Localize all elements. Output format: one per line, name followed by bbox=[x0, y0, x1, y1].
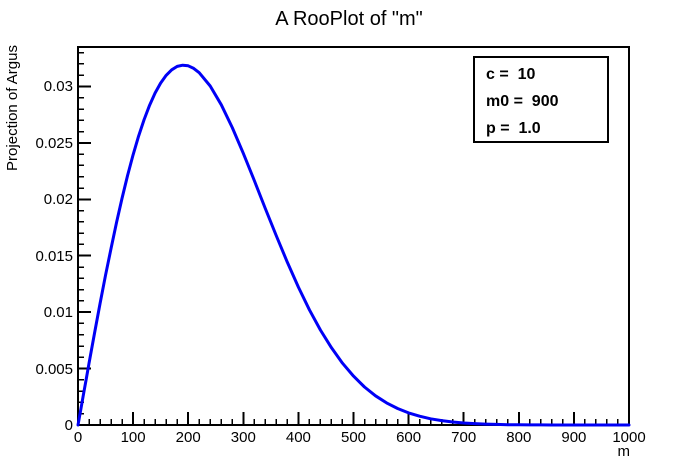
x-tick-label: 100 bbox=[120, 429, 146, 446]
param-line-p: p = 1.0 bbox=[486, 120, 541, 137]
x-tick-label: 1000 bbox=[612, 429, 646, 446]
y-tick-label: 0.02 bbox=[43, 191, 73, 209]
y-tick-label: 0.01 bbox=[43, 304, 73, 322]
x-tick-label: 500 bbox=[340, 429, 367, 446]
x-tick-label: 400 bbox=[285, 429, 311, 446]
x-tick-label: 600 bbox=[396, 429, 422, 446]
param-line-c: c = 10 bbox=[486, 66, 536, 83]
y-tick-label: 0.025 bbox=[35, 134, 73, 152]
parameter-box: c = 10 m0 = 900 p = 1.0 bbox=[473, 56, 609, 143]
y-tick-label: 0.03 bbox=[43, 78, 73, 96]
x-tick-label: 700 bbox=[451, 429, 477, 446]
y-tick-label: 0.015 bbox=[35, 247, 73, 265]
x-tick-label: 300 bbox=[230, 429, 256, 446]
x-axis-title: m bbox=[617, 443, 631, 460]
x-tick-label: 800 bbox=[506, 429, 532, 446]
y-tick-label: 0.005 bbox=[35, 360, 73, 378]
x-tick-label: 900 bbox=[561, 429, 587, 446]
y-tick-label: 0 bbox=[64, 417, 73, 434]
x-tick-label: 200 bbox=[175, 429, 201, 446]
x-tick-label: 0 bbox=[73, 429, 83, 446]
param-line-m0: m0 = 900 bbox=[486, 93, 559, 110]
argus-curve bbox=[76, 63, 631, 427]
plot-title: A RooPlot of "m" bbox=[275, 8, 423, 30]
